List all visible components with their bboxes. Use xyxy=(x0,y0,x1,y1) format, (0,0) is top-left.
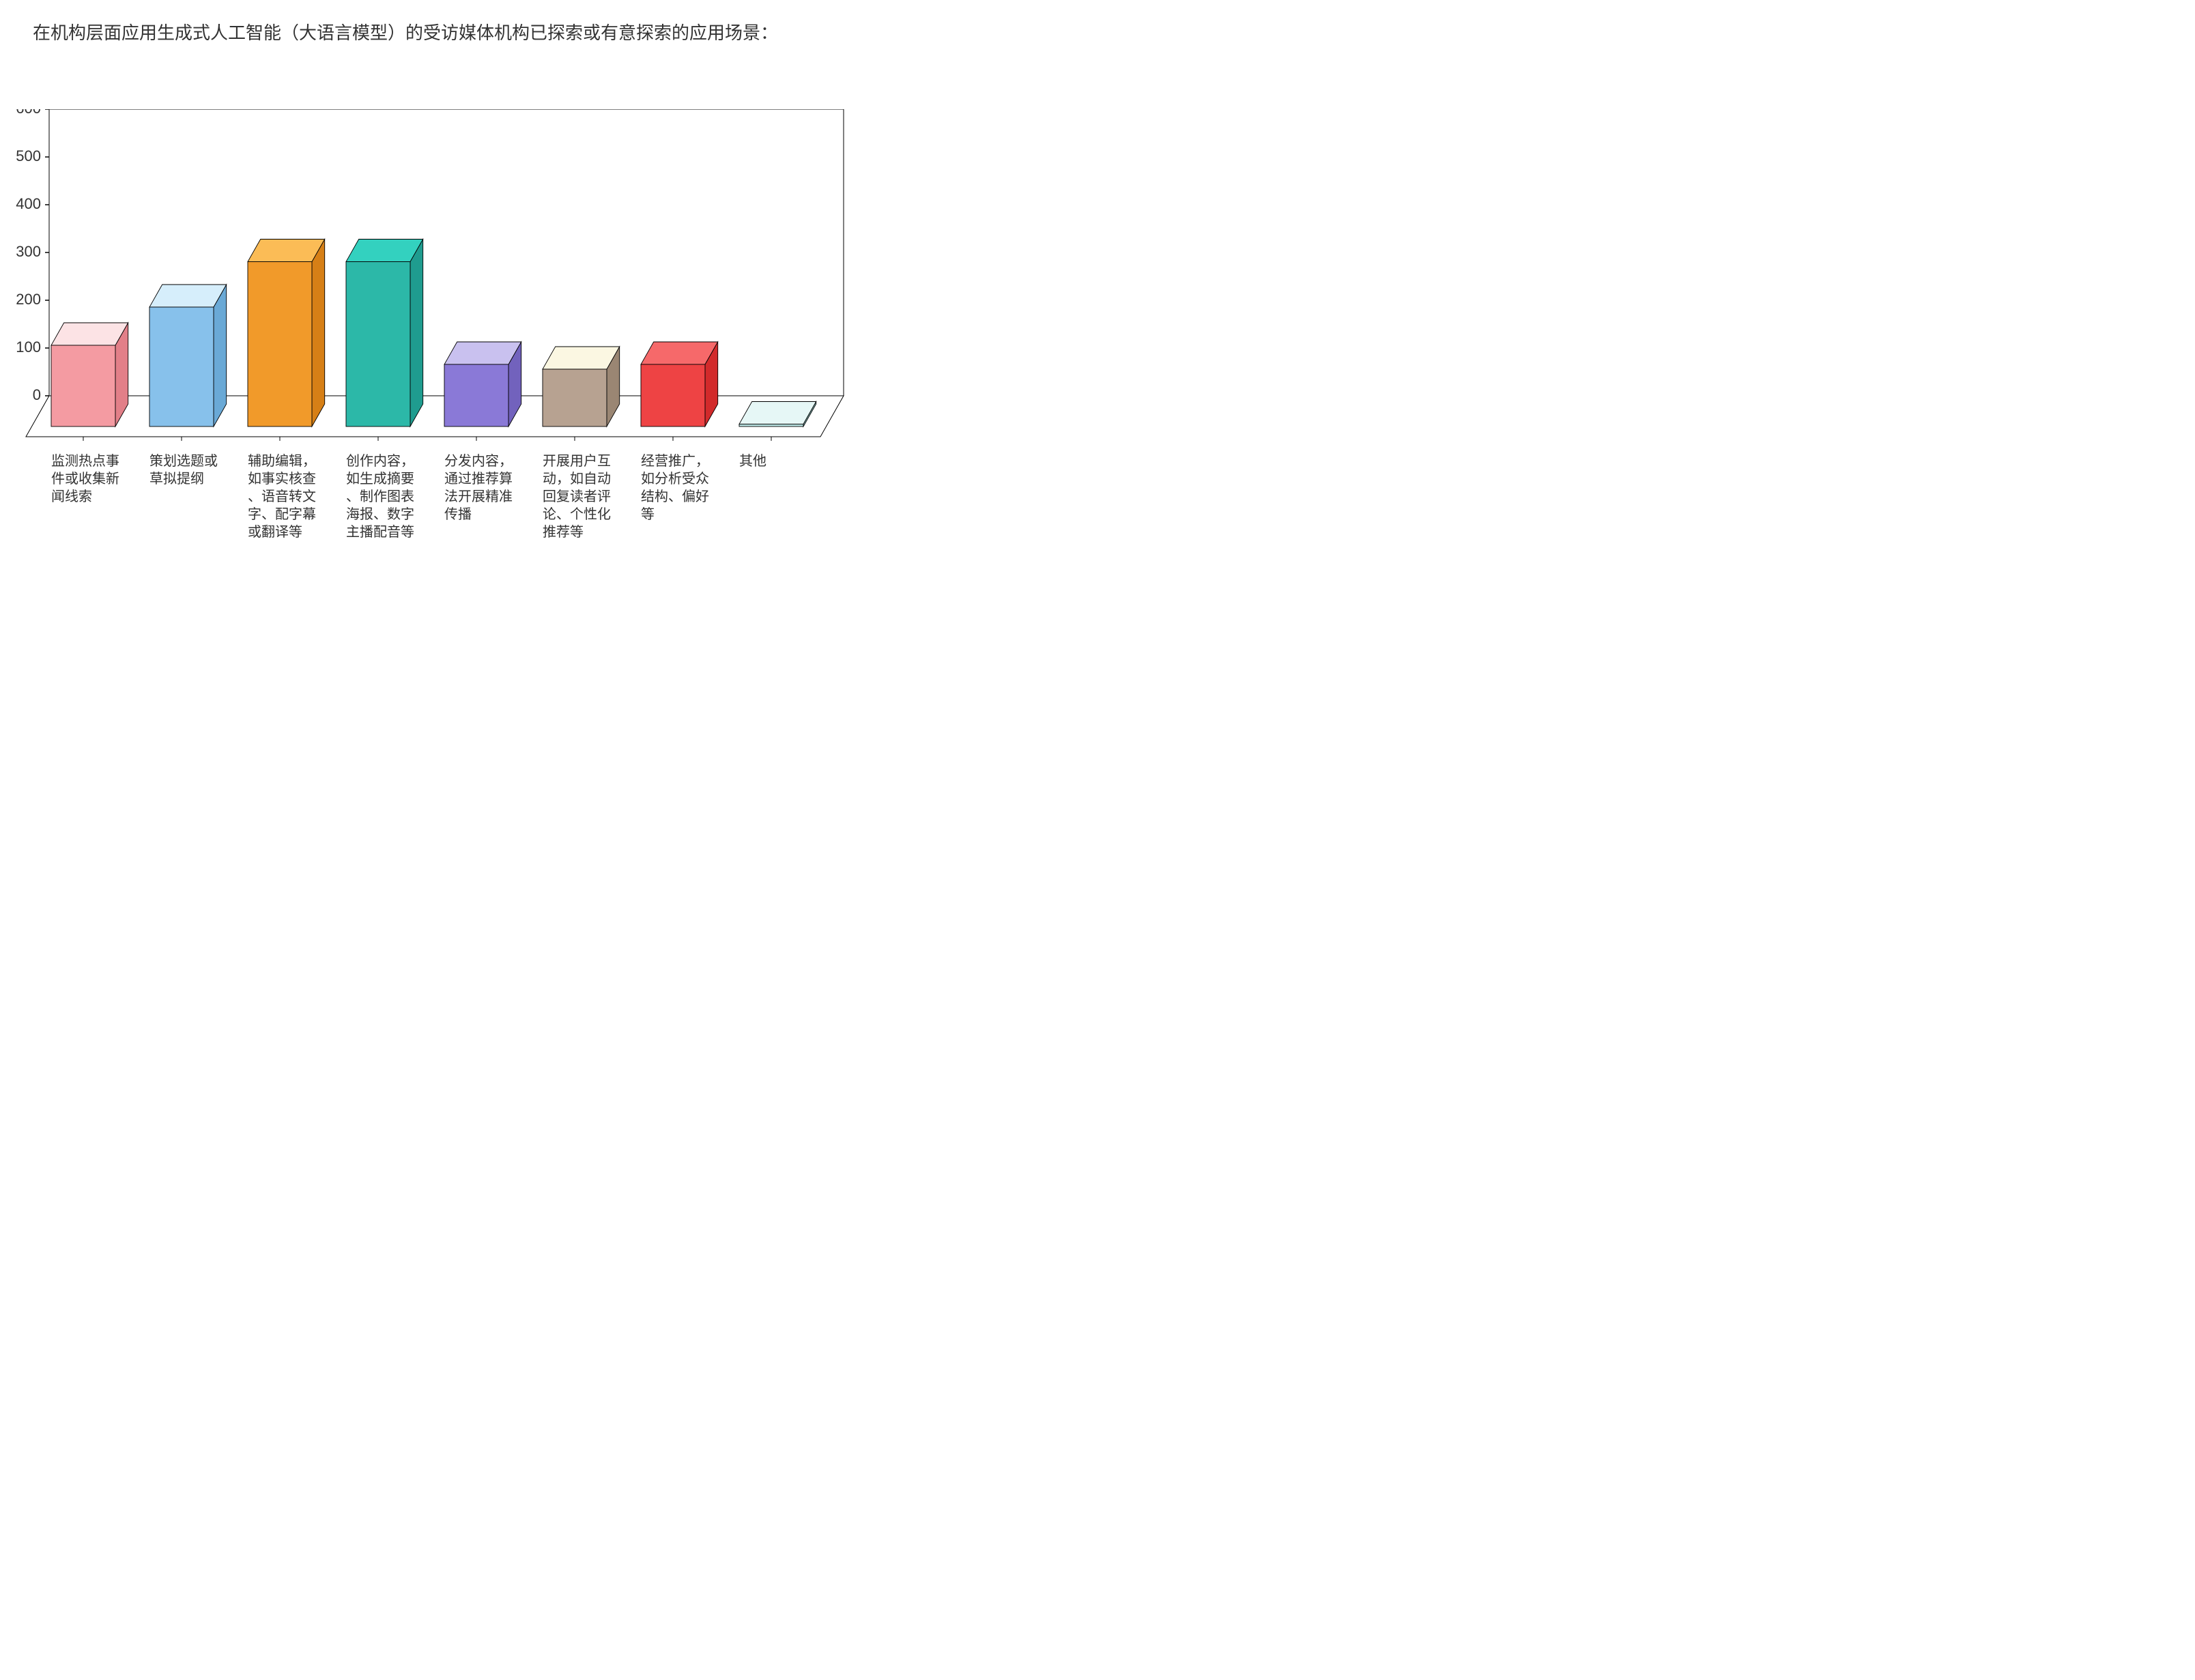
x-axis-label: 其他 xyxy=(739,453,766,469)
x-axis-label: 创作内容，如生成摘要、制作图表海报、数字主播配音等 xyxy=(346,453,414,540)
x-axis-label: 经营推广，如分析受众结构、偏好等 xyxy=(641,453,709,522)
svg-text:400: 400 xyxy=(16,195,41,212)
x-axis-label: 监测热点事件或收集新闻线索 xyxy=(51,453,119,504)
x-axis-label: 分发内容，通过推荐算法开展精准传播 xyxy=(444,453,513,522)
svg-text:100: 100 xyxy=(16,338,41,356)
chart-container: 在机构层面应用生成式人工智能（大语言模型）的受访媒体机构已探索或有意探索的应用场… xyxy=(0,0,860,658)
x-axis-label: 开展用户互动，如自动回复读者评论、个性化推荐等 xyxy=(543,453,611,540)
bar-chart-svg: 0 100 200 300 400 500 600 监测热点事件或收集新闻线索策划选题或草拟提… xyxy=(0,109,860,628)
x-axis-label: 策划选题或草拟提纲 xyxy=(149,453,218,487)
x-axis-label: 辅助编辑，如事实核查、语音转文字、配字幕或翻译等 xyxy=(248,453,316,540)
svg-text:200: 200 xyxy=(16,291,41,308)
svg-text:500: 500 xyxy=(16,147,41,164)
chart-plot-area: 0 100 200 300 400 500 600 监测热点事件或收集新闻线索策划选题或草拟提… xyxy=(0,109,860,628)
chart-title: 在机构层面应用生成式人工智能（大语言模型）的受访媒体机构已探索或有意探索的应用场… xyxy=(33,19,824,48)
svg-text:0: 0 xyxy=(33,386,41,403)
svg-text:600: 600 xyxy=(16,109,41,117)
svg-text:300: 300 xyxy=(16,243,41,260)
